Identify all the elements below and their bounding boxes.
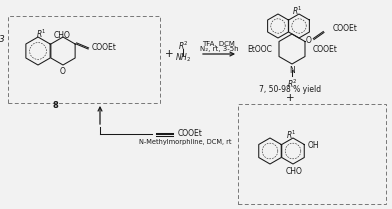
- Text: N: N: [289, 66, 295, 75]
- Text: +: +: [165, 49, 173, 59]
- Text: $R^1$: $R^1$: [285, 129, 296, 141]
- Text: $R^2$: $R^2$: [287, 78, 298, 90]
- Text: $R^1$: $R^1$: [292, 5, 303, 17]
- Text: COOEt: COOEt: [92, 43, 116, 52]
- Text: CHO: CHO: [54, 31, 71, 40]
- Text: N₂, rt, 3-5h: N₂, rt, 3-5h: [200, 46, 238, 52]
- Text: COOEt: COOEt: [333, 24, 358, 33]
- Text: TFA, DCM: TFA, DCM: [203, 41, 236, 47]
- Text: EtOOC: EtOOC: [247, 45, 272, 54]
- Text: COOEt: COOEt: [178, 130, 203, 139]
- Text: $NH_2$: $NH_2$: [175, 52, 191, 64]
- Text: OH: OH: [308, 141, 319, 150]
- Text: $R^1$: $R^1$: [36, 28, 46, 40]
- Text: +: +: [286, 93, 294, 103]
- Text: COOEt: COOEt: [313, 45, 338, 54]
- Text: 8: 8: [52, 102, 58, 111]
- Text: $R^2$: $R^2$: [178, 40, 189, 52]
- Text: CHO: CHO: [285, 167, 303, 176]
- Bar: [8, 16, 160, 103]
- Text: 7, 50-98 % yield: 7, 50-98 % yield: [259, 84, 321, 93]
- Text: N-Methylmorphline, DCM, rt: N-Methylmorphline, DCM, rt: [139, 139, 231, 145]
- Text: O: O: [306, 36, 312, 45]
- Text: 3: 3: [0, 34, 5, 43]
- Text: O: O: [60, 67, 66, 76]
- Bar: [238, 104, 386, 204]
